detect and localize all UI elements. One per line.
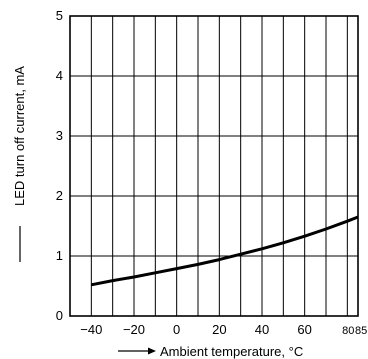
x-tick-label: 60 <box>297 322 311 337</box>
x-axis-title: Ambient temperature, °C <box>118 344 303 359</box>
y-tick-label: 2 <box>56 188 63 203</box>
x-tick-label: −40 <box>80 322 102 337</box>
y-tick-label: 1 <box>56 248 63 263</box>
y-tick-label: 5 <box>56 8 63 23</box>
grid <box>70 16 358 316</box>
y-tick-label: 4 <box>56 68 63 83</box>
y-axis-label: LED turn off current, mA <box>12 66 27 206</box>
x-tick-label: −20 <box>123 322 145 337</box>
series-line <box>91 215 359 287</box>
y-tick-labels: 0 1 2 3 4 5 <box>56 8 63 323</box>
x-tick-labels: −40 −20 0 20 40 60 80 85 <box>80 322 367 337</box>
x-axis-label: Ambient temperature, °C <box>160 344 303 359</box>
y-tick-label: 3 <box>56 128 63 143</box>
series-layer <box>91 215 359 287</box>
x-tick-label: 20 <box>212 322 226 337</box>
x-axis-title-arrow <box>148 347 156 355</box>
x-tick-label: 85 <box>355 325 367 337</box>
x-tick-label: 0 <box>173 322 180 337</box>
plot-frame <box>69 15 359 317</box>
x-tick-label: 80 <box>342 325 354 337</box>
y-tick-label: 0 <box>56 308 63 323</box>
x-tick-label: 40 <box>255 322 269 337</box>
y-axis-title: LED turn off current, mA <box>12 66 27 262</box>
